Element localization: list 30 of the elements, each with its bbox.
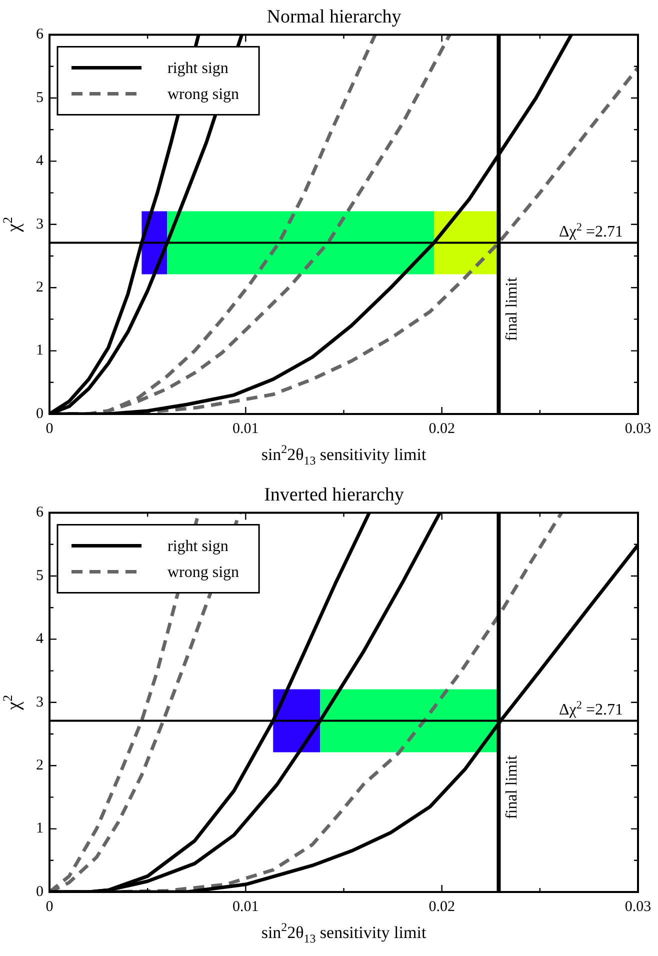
y-tick-label: 5 <box>36 90 44 106</box>
x-tick-label: 0.03 <box>624 420 652 437</box>
y-axis-title: χ2 <box>0 694 24 711</box>
legend-label: wrong sign <box>168 564 240 581</box>
y-tick-label: 0 <box>36 406 44 422</box>
y-tick-label: 4 <box>36 153 44 170</box>
y-tick-label: 3 <box>36 216 44 232</box>
y-tick-label: 6 <box>36 26 44 43</box>
legend-label: wrong sign <box>168 86 240 103</box>
ref-line-label: final limit <box>504 754 521 820</box>
y-tick-label: 3 <box>36 694 44 710</box>
y-tick-label: 2 <box>36 280 44 296</box>
ref-line-label: final limit <box>504 276 521 342</box>
y-tick-label: 2 <box>36 758 44 774</box>
chart-title: Normal hierarchy <box>266 6 402 28</box>
legend-label: right sign <box>168 538 228 555</box>
x-tick-label: 0.02 <box>428 420 455 437</box>
y-tick-label: 6 <box>36 504 44 521</box>
y-tick-label: 0 <box>36 884 44 900</box>
x-tick-label: 0.01 <box>232 898 259 915</box>
x-tick-label: 0.01 <box>232 420 259 437</box>
y-tick-label: 4 <box>36 631 44 648</box>
y-tick-label: 1 <box>36 342 44 359</box>
x-tick-label: 0.03 <box>624 898 652 915</box>
y-tick-label: 1 <box>36 820 44 837</box>
chart-title: Inverted hierarchy <box>264 484 404 506</box>
x-tick-label: 0.02 <box>428 898 455 915</box>
y-axis-title: χ2 <box>0 216 24 233</box>
y-tick-label: 5 <box>36 568 44 584</box>
legend-label: right sign <box>168 60 228 77</box>
